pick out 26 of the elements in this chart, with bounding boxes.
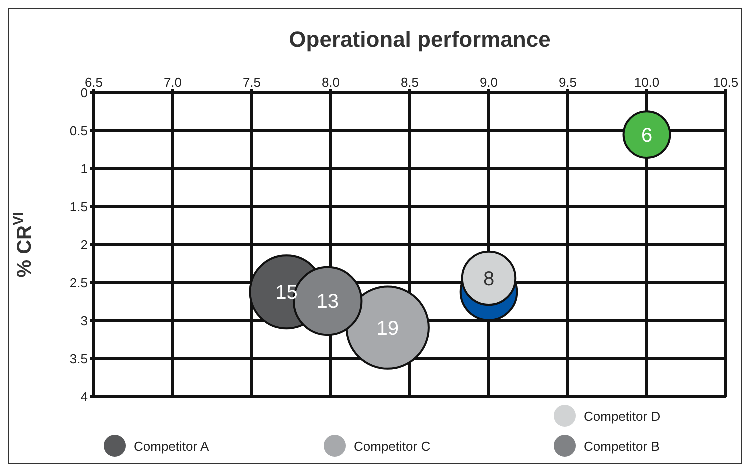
annotation: 13: [316, 291, 339, 314]
legend-label: Competitor D: [584, 408, 661, 424]
y-tick-label: 1.5: [70, 200, 88, 215]
x-tick-label: 9.0: [480, 75, 498, 90]
x-tick-label: 10.0: [634, 75, 660, 90]
x-axis-title: Operational performance: [288, 26, 552, 54]
y-tick-label: 3: [80, 314, 88, 329]
legend-label: Competitor B: [584, 438, 660, 454]
x-tick-label: 8.0: [322, 75, 340, 90]
annotation: 6: [641, 124, 653, 147]
x-tick-label: 7.5: [242, 75, 262, 90]
annotation: 19: [376, 318, 400, 340]
y-tick-label: 1: [80, 162, 88, 177]
y-tick-label: 2: [80, 238, 88, 253]
x-tick-label: 10.5: [713, 75, 739, 90]
x-tick-label: 7.0: [164, 75, 182, 90]
annotation: 15: [276, 282, 298, 304]
y-tick-label: 3.5: [70, 352, 88, 367]
annotation: 8: [483, 268, 495, 290]
y-tick-label: 0.5: [70, 124, 88, 139]
y-tick-label: 4: [80, 390, 88, 405]
legend-label: Competitor A: [134, 438, 210, 454]
x-tick-label: 9.5: [558, 75, 578, 90]
y-tick-label: 2.5: [70, 276, 88, 291]
legend-label: Competitor C: [354, 438, 431, 454]
x-tick-label: 8.5: [400, 75, 420, 90]
